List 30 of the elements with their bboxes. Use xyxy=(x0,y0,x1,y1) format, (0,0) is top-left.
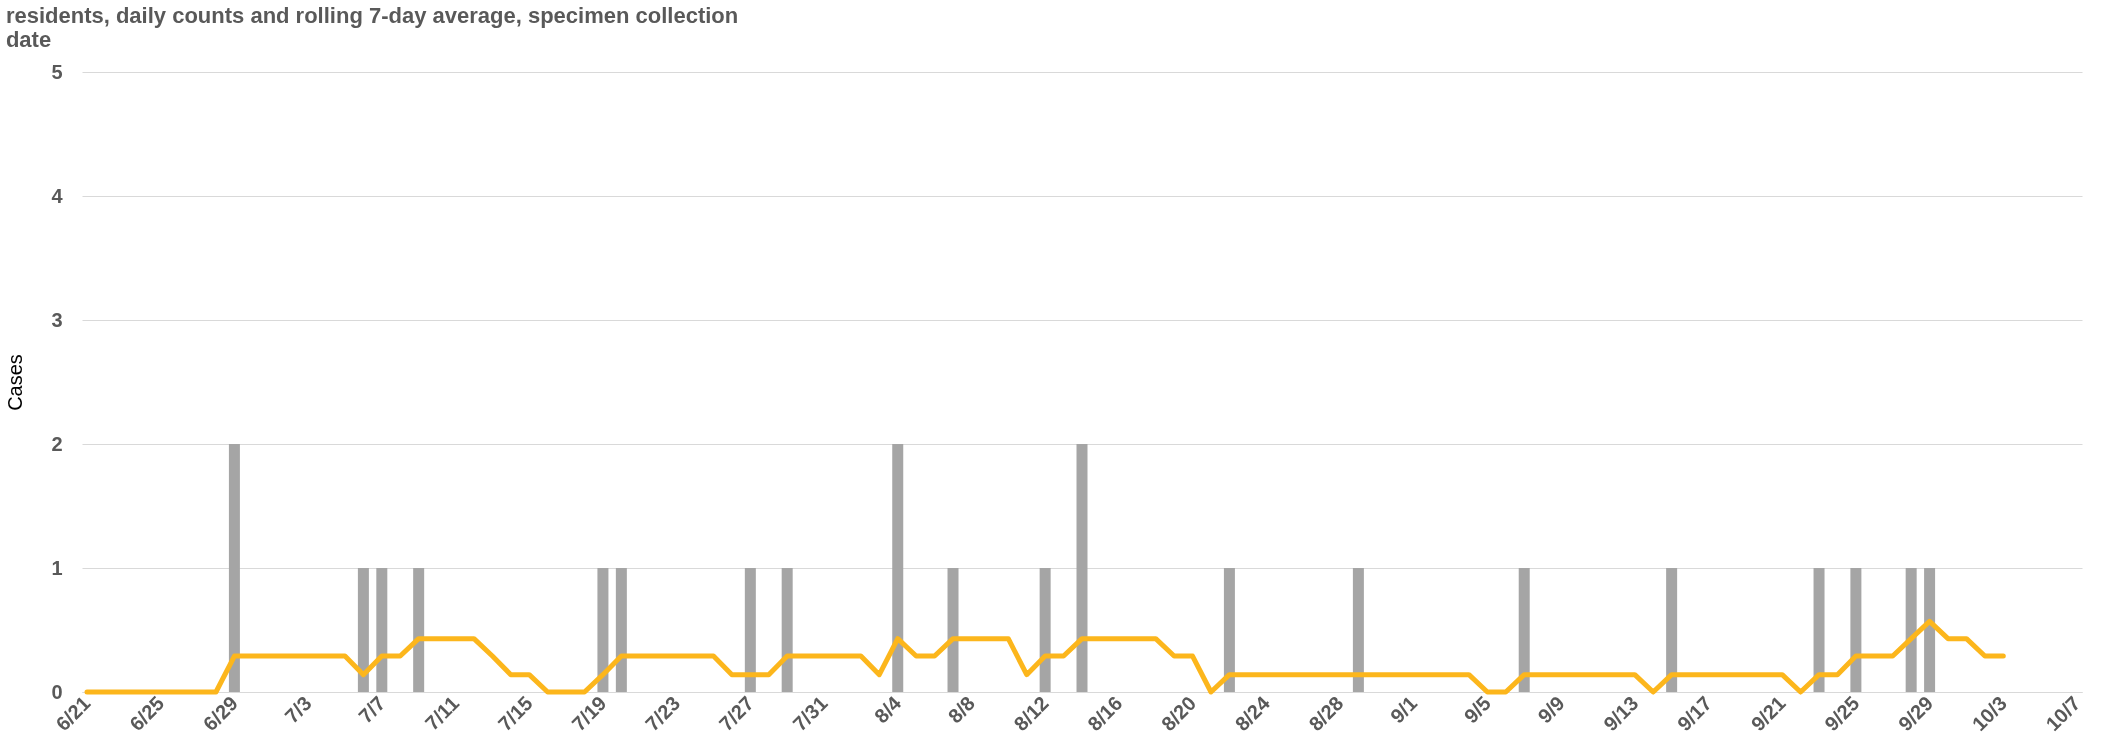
y-tick-label: 3 xyxy=(51,308,63,331)
y-tick-label: 1 xyxy=(51,556,63,579)
x-tick-label: 9/29 xyxy=(1894,692,1938,736)
x-tick-label: 7/7 xyxy=(354,692,390,728)
y-tick-label: 0 xyxy=(51,680,63,703)
x-tick-label: 9/5 xyxy=(1459,692,1495,728)
x-tick-label: 9/1 xyxy=(1386,692,1422,728)
x-tick-label: 7/19 xyxy=(567,692,611,736)
x-tick-label: 8/4 xyxy=(870,691,906,728)
x-tick-label: 10/3 xyxy=(1967,692,2011,736)
y-tick-label: 2 xyxy=(51,432,63,455)
y-tick-label: 4 xyxy=(51,184,64,207)
x-tick-label: 9/13 xyxy=(1599,692,1643,736)
x-tick-label: 8/20 xyxy=(1157,692,1201,736)
x-tick-label: 7/31 xyxy=(788,692,832,736)
x-tick-label: 8/16 xyxy=(1083,692,1127,736)
x-tick-label: 7/3 xyxy=(280,692,316,728)
x-tick-label: 7/15 xyxy=(493,692,537,736)
y-tick-label: 5 xyxy=(51,60,63,83)
x-tick-label: 6/29 xyxy=(198,692,242,736)
x-tick-label: 9/21 xyxy=(1746,692,1790,736)
x-tick-label: 6/25 xyxy=(125,692,169,736)
x-tick-label: 9/9 xyxy=(1533,692,1569,728)
x-tick-label: 7/23 xyxy=(641,692,685,736)
x-tick-label: 8/28 xyxy=(1304,692,1348,736)
y-axis-title: Cases xyxy=(4,354,27,411)
chart-title: residents, daily counts and rolling 7-day average, specimen collection date xyxy=(5,3,739,52)
x-tick-label: 8/12 xyxy=(1009,692,1053,736)
x-tick-label: 7/11 xyxy=(420,692,464,735)
x-tick-label: 8/8 xyxy=(943,692,980,728)
